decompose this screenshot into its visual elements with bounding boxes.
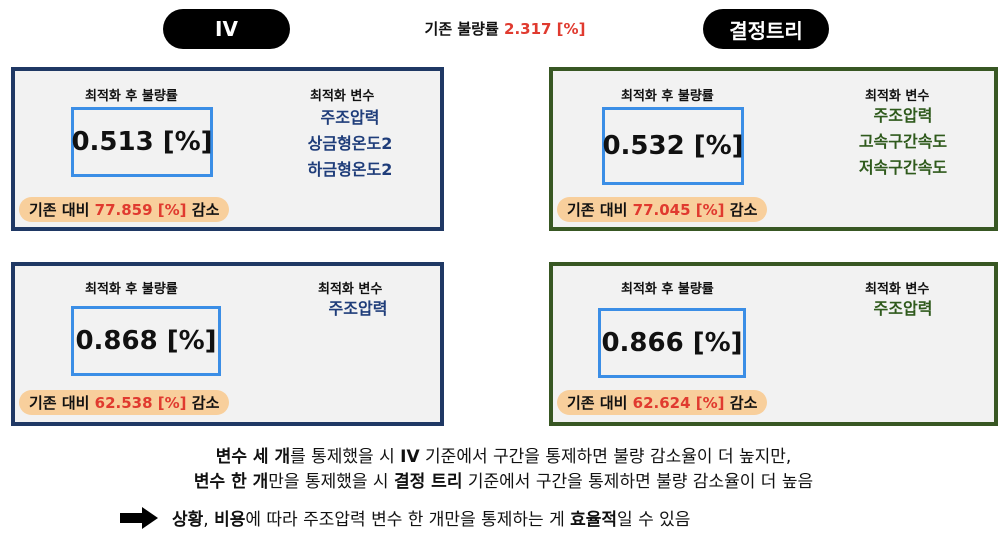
iv-pill: IV bbox=[163, 9, 290, 49]
optimized-rate-value: 0.868 [%] bbox=[75, 326, 217, 356]
summary-text: , bbox=[203, 510, 215, 530]
summary-text: 에 따라 주조압력 변수 한 개만을 통제하는 게 bbox=[245, 510, 571, 530]
reduction-prefix: 기존 대비 bbox=[29, 201, 90, 219]
optimized-rate-value: 0.866 [%] bbox=[601, 328, 743, 358]
reduction-prefix: 기존 대비 bbox=[567, 201, 628, 219]
reduction-badge: 기존 대비 62.624 [%] 감소 bbox=[557, 390, 768, 415]
opt-vars-list: 주조압력 bbox=[828, 296, 978, 322]
summary-bold: 비용 bbox=[214, 510, 246, 530]
baseline-rate: 기존 불량률 2.317 [%] bbox=[390, 18, 620, 39]
opt-var: 고속구간속도 bbox=[858, 132, 948, 151]
opt-vars-label: 최적화 변수 bbox=[865, 89, 930, 104]
opt-var: 주조압력 bbox=[873, 106, 933, 125]
opt-var: 주조압력 bbox=[328, 299, 388, 318]
opt-vars-label: 최적화 변수 bbox=[318, 282, 383, 297]
reduction-suffix: 감소 bbox=[191, 201, 220, 219]
card-tree-one-var: 최적화 후 불량률 0.866 [%] 최적화 변수 주조압력 기존 대비 62… bbox=[549, 262, 998, 426]
card-tree-three-vars: 최적화 후 불량률 0.532 [%] 최적화 변수 주조압력 고속구간속도 저… bbox=[549, 67, 998, 231]
summary-line-1: 변수 세 개를 통제했을 시 IV 기준에서 구간을 통제하면 불량 감소율이 … bbox=[0, 442, 1007, 467]
summary-text: 를 통제했을 시 bbox=[290, 447, 401, 467]
opt-var: 주조압력 bbox=[873, 299, 933, 318]
opt-vars-list: 주조압력 상금형온도2 하금형온도2 bbox=[275, 105, 425, 183]
opt-vars-label: 최적화 변수 bbox=[865, 282, 930, 297]
iv-pill-label: IV bbox=[215, 17, 238, 41]
reduction-value: 77.859 [%] bbox=[94, 201, 187, 219]
opt-var: 상금형온도2 bbox=[307, 134, 393, 153]
right-arrow-icon bbox=[120, 506, 158, 529]
summary-bold: 상황 bbox=[172, 510, 204, 530]
optimized-rate-value: 0.513 [%] bbox=[71, 127, 213, 157]
reduction-suffix: 감소 bbox=[729, 394, 758, 412]
after-opt-label: 최적화 후 불량률 bbox=[85, 89, 178, 104]
opt-var: 주조압력 bbox=[320, 108, 380, 127]
conclusion-line: 상황, 비용에 따라 주조압력 변수 한 개만을 통제하는 게 효율적일 수 있… bbox=[120, 505, 940, 530]
after-opt-label: 최적화 후 불량률 bbox=[621, 89, 714, 104]
summary-bold: 결정 트리 bbox=[393, 472, 463, 492]
baseline-value: 2.317 [%] bbox=[504, 20, 586, 38]
reduction-prefix: 기존 대비 bbox=[29, 394, 90, 412]
optimized-rate-box: 0.532 [%] bbox=[602, 107, 744, 185]
reduction-prefix: 기존 대비 bbox=[567, 394, 628, 412]
summary-text: 기준에서 구간을 통제하면 불량 감소율이 더 높지만, bbox=[419, 447, 792, 467]
optimized-rate-box: 0.868 [%] bbox=[71, 306, 221, 376]
reduction-value: 77.045 [%] bbox=[632, 201, 725, 219]
summary-bold: 변수 한 개 bbox=[193, 472, 269, 492]
card-iv-one-var: 최적화 후 불량률 0.868 [%] 최적화 변수 주조압력 기존 대비 62… bbox=[11, 262, 444, 426]
reduction-value: 62.538 [%] bbox=[94, 394, 187, 412]
tree-pill-label: 결정트리 bbox=[729, 18, 803, 43]
baseline-label: 기존 불량률 bbox=[424, 20, 499, 38]
reduction-value: 62.624 [%] bbox=[632, 394, 725, 412]
reduction-badge: 기존 대비 62.538 [%] 감소 bbox=[19, 390, 230, 415]
optimized-rate-value: 0.532 [%] bbox=[602, 131, 744, 161]
reduction-badge: 기존 대비 77.045 [%] 감소 bbox=[557, 197, 768, 222]
summary-bold: IV bbox=[400, 447, 420, 467]
optimized-rate-box: 0.513 [%] bbox=[71, 107, 213, 177]
summary-text: 만을 통제했을 시 bbox=[268, 472, 394, 492]
reduction-suffix: 감소 bbox=[191, 394, 220, 412]
tree-pill: 결정트리 bbox=[703, 9, 829, 49]
optimized-rate-box: 0.866 [%] bbox=[598, 308, 746, 378]
opt-var: 저속구간속도 bbox=[858, 158, 948, 177]
card-iv-three-vars: 최적화 후 불량률 0.513 [%] 최적화 변수 주조압력 상금형온도2 하… bbox=[11, 67, 444, 231]
reduction-badge: 기존 대비 77.859 [%] 감소 bbox=[19, 197, 230, 222]
opt-vars-list: 주조압력 고속구간속도 저속구간속도 bbox=[823, 103, 983, 181]
opt-vars-label: 최적화 변수 bbox=[310, 89, 375, 104]
summary-line-2: 변수 한 개만을 통제했을 시 결정 트리 기준에서 구간을 통제하면 불량 감… bbox=[0, 467, 1007, 492]
opt-var: 하금형온도2 bbox=[307, 160, 393, 179]
summary-bold: 효율적 bbox=[570, 510, 618, 530]
summary-text: 기준에서 구간을 통제하면 불량 감소율이 더 높음 bbox=[462, 472, 814, 492]
summary-bold: 변수 세 개 bbox=[215, 447, 291, 467]
after-opt-label: 최적화 후 불량률 bbox=[621, 282, 714, 297]
after-opt-label: 최적화 후 불량률 bbox=[85, 282, 178, 297]
opt-vars-list: 주조압력 bbox=[283, 296, 433, 322]
reduction-suffix: 감소 bbox=[729, 201, 758, 219]
summary-text: 일 수 있음 bbox=[617, 510, 691, 530]
